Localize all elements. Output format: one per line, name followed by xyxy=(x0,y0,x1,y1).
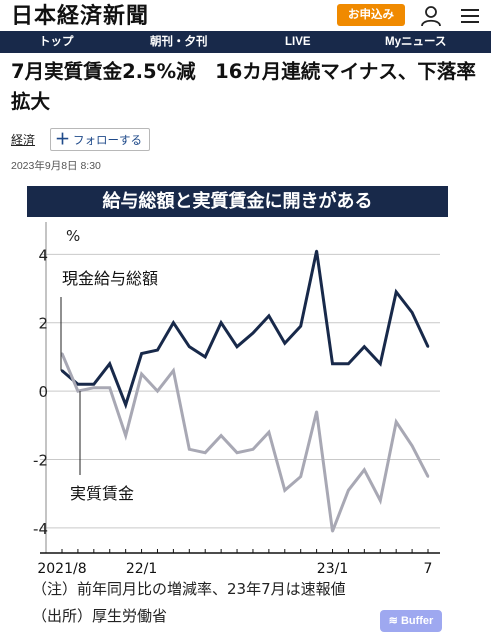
user-icon[interactable] xyxy=(420,5,442,27)
data-point-series-1 xyxy=(331,362,334,365)
data-point-series-2 xyxy=(251,448,255,451)
chart-grid xyxy=(40,253,440,529)
data-point-series-2 xyxy=(140,372,143,376)
data-point-series-1 xyxy=(315,249,318,253)
site-logo[interactable]: 日本経済新聞 xyxy=(11,3,150,29)
data-point-series-2 xyxy=(410,444,414,448)
y-unit-label: % xyxy=(66,227,80,245)
y-tick-label: -4 xyxy=(33,520,48,538)
y-tick-label: 2 xyxy=(38,315,48,333)
data-point-series-1 xyxy=(76,383,80,386)
y-tick-label: 0 xyxy=(38,383,48,401)
series-line-2 xyxy=(60,352,430,532)
data-point-series-1 xyxy=(188,345,191,348)
signup-button[interactable]: お申込み xyxy=(337,4,405,26)
main-nav: トップ 朝刊・夕刊 LIVE Myニュース xyxy=(0,31,491,53)
data-point-series-1 xyxy=(108,362,111,365)
series-label-1: 現金給与総額 xyxy=(62,269,158,288)
data-point-series-2 xyxy=(331,530,334,533)
data-point-series-2 xyxy=(76,389,80,393)
y-tick-label: -2 xyxy=(33,452,48,470)
article-headline: 7月実質賃金2.5%減 16カ月連続マイナス、下落率拡大 xyxy=(11,60,476,113)
y-tick-label: 4 xyxy=(38,246,48,264)
data-point-series-1 xyxy=(426,345,430,348)
buffer-label: Buffer xyxy=(400,615,434,627)
x-tick-label: 23/1 xyxy=(317,561,348,577)
follow-button[interactable]: ＋フォローする xyxy=(50,128,150,151)
data-point-series-1 xyxy=(251,331,255,335)
nav-item-papers[interactable]: 朝刊・夕刊 xyxy=(150,36,208,48)
buffer-icon: ≋ xyxy=(388,615,398,627)
series-label-2: 実質賃金 xyxy=(70,484,134,503)
data-point-series-2 xyxy=(363,468,366,471)
data-point-series-1 xyxy=(347,362,350,365)
data-point-series-1 xyxy=(140,352,143,355)
chart-series xyxy=(60,249,430,533)
x-tick-label: 22/1 xyxy=(126,561,157,577)
data-point-series-2 xyxy=(219,434,223,437)
nav-item-my-news[interactable]: Myニュース xyxy=(385,36,447,48)
hamburger-menu-icon[interactable] xyxy=(460,7,480,25)
data-point-series-1 xyxy=(235,345,239,348)
data-point-series-2 xyxy=(124,434,127,437)
data-point-series-1 xyxy=(92,383,96,386)
follow-label: フォローする xyxy=(73,135,143,147)
chart-title: 給与総額と実質賃金に開きがある xyxy=(27,186,448,217)
data-point-series-1 xyxy=(379,362,382,365)
data-point-series-1 xyxy=(410,311,414,314)
buffer-share-button[interactable]: ≋ Buffer xyxy=(380,610,442,632)
category-link[interactable]: 経済 xyxy=(11,133,36,147)
article-datetime: 2023年9月8日 8:30 xyxy=(11,160,101,172)
x-tick-label: 7 xyxy=(424,561,433,577)
data-point-series-1 xyxy=(156,348,159,352)
data-point-series-2 xyxy=(347,489,350,492)
nav-item-live[interactable]: LIVE xyxy=(285,36,311,48)
chart-axes xyxy=(40,222,440,554)
data-point-series-2 xyxy=(172,369,175,372)
site-header: 日本経済新聞 お申込み xyxy=(0,0,491,31)
chart-note: （注）前年同月比の増減率、23年7月は速報値 xyxy=(32,580,346,598)
data-point-series-2 xyxy=(204,451,207,454)
plus-icon: ＋ xyxy=(55,131,71,148)
data-point-series-2 xyxy=(235,451,239,454)
data-point-series-1 xyxy=(124,403,127,407)
data-point-series-2 xyxy=(379,499,382,502)
nav-item-top[interactable]: トップ xyxy=(39,36,74,48)
data-point-series-1 xyxy=(172,321,175,324)
data-point-series-1 xyxy=(204,355,207,359)
data-point-series-1 xyxy=(363,345,366,348)
data-point-series-2 xyxy=(188,448,191,451)
data-point-series-1 xyxy=(299,324,302,328)
data-point-series-2 xyxy=(426,475,430,478)
x-tick-label: 2021/8 xyxy=(37,561,86,577)
data-point-series-1 xyxy=(394,290,398,294)
data-point-series-2 xyxy=(267,430,271,434)
data-point-series-1 xyxy=(267,314,271,318)
series-line-1 xyxy=(61,250,430,410)
data-point-series-2 xyxy=(394,420,398,424)
data-point-series-1 xyxy=(283,342,286,345)
data-point-series-2 xyxy=(108,386,111,389)
chart-source: （出所）厚生労働省 xyxy=(32,607,168,625)
data-point-series-2 xyxy=(92,386,96,389)
data-point-series-2 xyxy=(283,489,286,492)
data-point-series-2 xyxy=(299,475,302,478)
data-point-series-1 xyxy=(219,321,223,324)
data-point-series-2 xyxy=(156,389,159,393)
data-point-series-2 xyxy=(315,410,318,413)
